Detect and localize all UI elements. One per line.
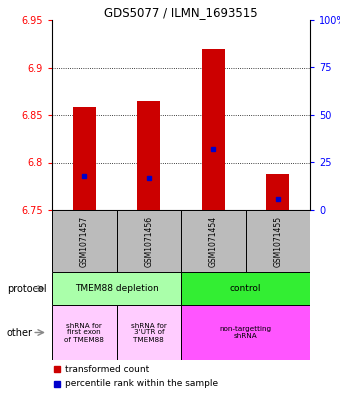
Bar xyxy=(137,101,160,210)
Text: shRNA for
3'UTR of
TMEM88: shRNA for 3'UTR of TMEM88 xyxy=(131,323,167,343)
Bar xyxy=(117,305,181,360)
Bar xyxy=(181,210,245,272)
Bar xyxy=(181,305,310,360)
Bar xyxy=(181,272,310,305)
Text: percentile rank within the sample: percentile rank within the sample xyxy=(65,379,218,388)
Text: GSM1071455: GSM1071455 xyxy=(273,215,282,266)
Text: GSM1071456: GSM1071456 xyxy=(144,215,153,266)
Text: transformed count: transformed count xyxy=(65,365,149,374)
Text: control: control xyxy=(230,284,261,293)
Bar xyxy=(245,210,310,272)
Bar xyxy=(73,107,96,210)
Text: protocol: protocol xyxy=(7,283,47,294)
Text: TMEM88 depletion: TMEM88 depletion xyxy=(74,284,158,293)
Bar xyxy=(52,210,117,272)
Bar xyxy=(52,305,117,360)
Bar xyxy=(117,210,181,272)
Text: shRNA for
first exon
of TMEM88: shRNA for first exon of TMEM88 xyxy=(64,323,104,343)
Text: non-targetting
shRNA: non-targetting shRNA xyxy=(219,326,272,339)
Bar xyxy=(52,272,181,305)
Bar xyxy=(202,48,224,210)
Text: GSM1071457: GSM1071457 xyxy=(80,215,89,266)
Title: GDS5077 / ILMN_1693515: GDS5077 / ILMN_1693515 xyxy=(104,6,258,19)
Text: other: other xyxy=(7,327,33,338)
Bar xyxy=(267,174,289,210)
Text: GSM1071454: GSM1071454 xyxy=(209,215,218,266)
